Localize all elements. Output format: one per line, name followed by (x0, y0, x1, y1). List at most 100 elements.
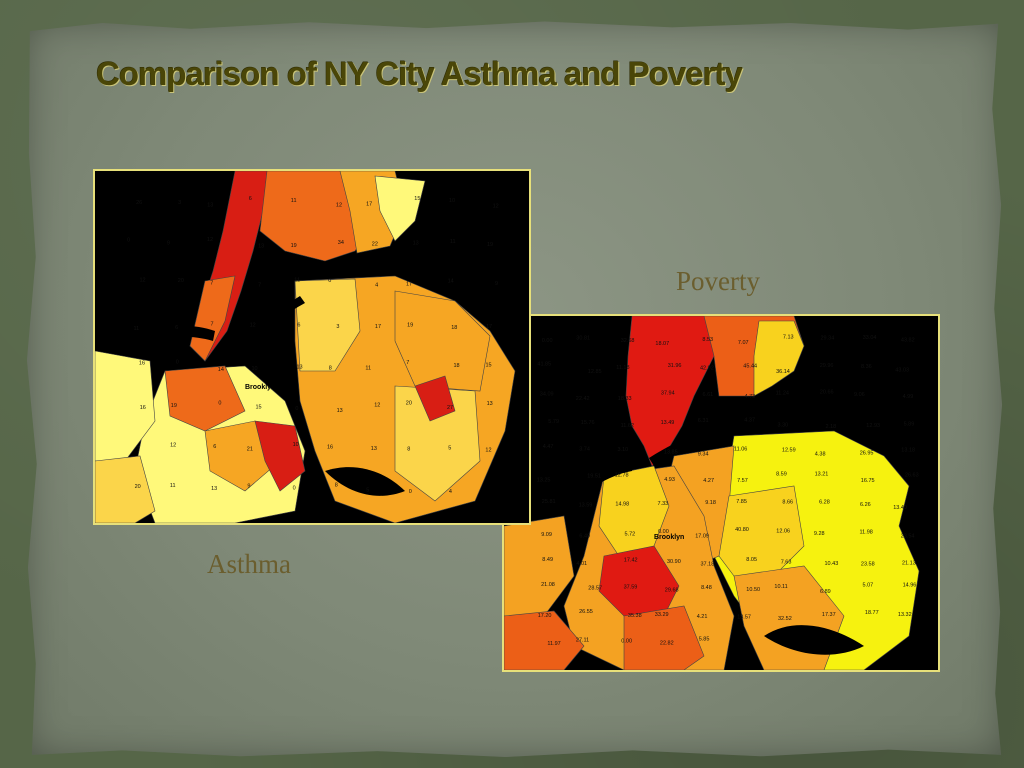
poverty-zone-label: 7.13 (783, 334, 794, 340)
poverty-zone-label: 22.82 (660, 640, 674, 646)
poverty-zone-label: 13.85 (664, 450, 678, 456)
poverty-zone-label: 13.18 (901, 448, 915, 454)
poverty-zone-label: 32.52 (778, 616, 792, 622)
asthma-zone-label: 17 (486, 324, 492, 330)
poverty-zone-label: 9.34 (698, 451, 709, 457)
asthma-zone-label: 22 (372, 241, 378, 247)
asthma-zone-label: 17 (366, 201, 372, 207)
poverty-zone-label: 14.98 (615, 502, 629, 508)
asthma-zone-label: 7 (406, 360, 409, 366)
asthma-zone-label: 4 (375, 283, 378, 289)
poverty-zone-label: 13.49 (661, 420, 675, 426)
poverty-zone-label: 21.13 (902, 560, 916, 566)
poverty-zone-label: 6.49 (579, 534, 590, 540)
asthma-zone-label: 13 (258, 244, 264, 250)
poverty-zone-label: 13.40 (893, 505, 907, 511)
asthma-zone-label: 13 (337, 408, 343, 414)
poverty-zone-label: 32.68 (621, 338, 635, 344)
asthma-brooklyn-east (254, 420, 306, 492)
asthma-queens-west (294, 278, 361, 372)
poverty-zone-label: 11.97 (547, 641, 560, 647)
poverty-zone-label: 4.21 (697, 614, 708, 620)
asthma-zone-label: 0 (293, 486, 296, 492)
poverty-zone-label: 18.33 (618, 396, 632, 402)
asthma-zone-label: 0 (409, 489, 412, 495)
poverty-zone-label: 29.68 (665, 588, 679, 594)
poverty-zone-label: 17.09 (695, 533, 709, 539)
asthma-zone-label: 18 (451, 325, 457, 331)
asthma-map: 26 3 13 6 11 12 17 15 10 12 0 9 12 13 19 34 22 13 11 19 12 20… (93, 169, 531, 525)
poverty-zone-label: 3.74 (579, 447, 590, 453)
poverty-zone-label: 15.76 (581, 420, 595, 426)
poverty-zone-label: 11.98 (860, 529, 873, 535)
poverty-zone-label: 9.09 (541, 532, 552, 538)
poverty-zone-label: 6.26 (860, 502, 871, 508)
asthma-zone-label: 11 (294, 278, 300, 284)
poverty-zone-label: 8.66 (782, 499, 793, 505)
poverty-zone-label: 22.42 (576, 396, 590, 402)
poverty-zone-label: 30.81 (576, 336, 590, 342)
poverty-zone-label: 13.25 (537, 478, 551, 484)
asthma-zone-label: 12 (170, 443, 176, 449)
asthma-zone-label: 0 (176, 360, 179, 366)
poverty-zone-label: 28.57 (588, 586, 602, 592)
poverty-zone-label: 11.62 (621, 423, 634, 429)
poverty-zone-label: 40.80 (735, 527, 749, 533)
poverty-zone-label: 33.29 (655, 612, 669, 618)
poverty-zone-label: 17.42 (624, 558, 638, 564)
poverty-zone-label: 17.37 (822, 612, 836, 618)
poverty-zone-label: 0.00 (658, 529, 669, 535)
poverty-map-graphic: 0.00 30.81 32.68 18.07 8.53 7.07 7.13 29.34 33.0… (504, 316, 938, 670)
asthma-zone-label: 15 (256, 405, 262, 411)
poverty-zone-label: 4.01 (576, 561, 587, 567)
asthma-zone-label: 9 (167, 240, 170, 246)
poverty-zone-label: 26.95 (860, 451, 874, 457)
asthma-zone-label: 12 (207, 237, 213, 243)
asthma-zone-label: 6 (297, 322, 300, 328)
poverty-zone-label: 4.93 (664, 477, 675, 483)
poverty-zone-label: 12.85 (588, 369, 602, 375)
poverty-zone-label: 37.59 (624, 584, 638, 590)
asthma-zone-label: 13 (371, 446, 377, 452)
poverty-zone-label: 27.11 (576, 638, 589, 644)
poverty-zone-label: 33.04 (863, 335, 877, 341)
poverty-zone-label: 13.59 (579, 503, 593, 509)
poverty-zone-label: 4.37 (744, 417, 755, 423)
asthma-zone-label: 17 (406, 282, 412, 288)
poverty-zone-label: 4.73 (745, 394, 756, 400)
asthma-zone-label: 6 (175, 325, 178, 331)
asthma-queens-south (394, 385, 481, 502)
asthma-zone-label: 14 (218, 367, 224, 373)
poverty-zone-label: 42.92 (700, 366, 714, 372)
poverty-zone-label: 37.94 (661, 391, 675, 397)
asthma-zone-label: 19 (407, 322, 413, 328)
poverty-zone-label: 6.31 (698, 418, 709, 424)
poverty-zone-label: 21.08 (541, 582, 555, 588)
poverty-zone-label: 10.50 (746, 587, 760, 593)
poverty-zone-label: 14.96 (903, 583, 917, 589)
asthma-zone-label: 11 (134, 326, 140, 332)
poverty-zone-label: 6.61 (703, 392, 714, 398)
poverty-zone-label: 12.93 (866, 423, 880, 429)
poverty-zone-label: 43.82 (901, 338, 915, 344)
asthma-zone-label: 11 (365, 366, 371, 372)
poverty-zone-label: 9.28 (814, 531, 825, 537)
asthma-zone-label: 12 (374, 403, 380, 409)
asthma-zone-label: 4 (449, 489, 452, 495)
asthma-zone-label: 0 (218, 401, 221, 407)
poverty-zone-label: 5.07 (863, 583, 874, 589)
asthma-east-river (225, 296, 305, 361)
poverty-zone-label: 4.47 (543, 444, 554, 450)
asthma-zone-label: 13 (487, 401, 493, 407)
asthma-caption: Asthma (207, 549, 291, 579)
poverty-zone-label: 10.11 (774, 584, 787, 590)
poverty-zone-label: 12.06 (776, 529, 790, 535)
asthma-zone-label: 9 (495, 281, 498, 287)
poverty-zone-label: 8.48 (701, 585, 712, 591)
poverty-zone-label: 26.55 (579, 609, 593, 615)
asthma-zone-label: 11 (450, 239, 456, 245)
poverty-zone-label: 23.54 (901, 534, 915, 540)
asthma-zone-label: 7 (258, 282, 261, 288)
poverty-zone-label: 45.44 (743, 364, 757, 370)
